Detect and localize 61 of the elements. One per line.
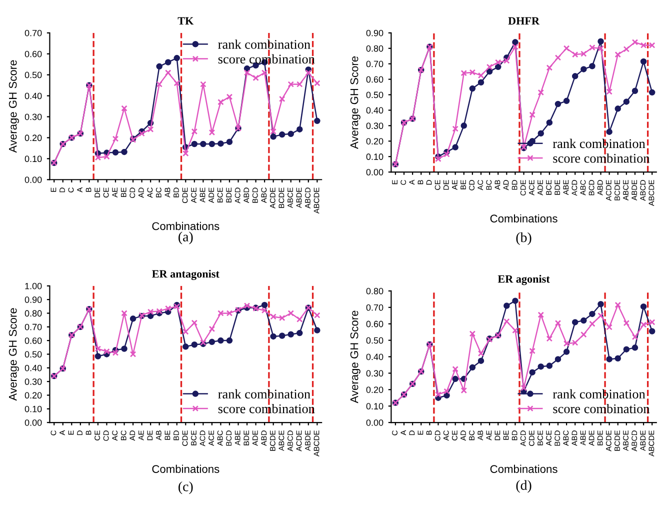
text: (b) <box>516 232 532 246</box>
legend-label: score combination <box>553 153 650 163</box>
y-tick-label: 0.00 <box>366 419 384 426</box>
y-tick-label: 0.80 <box>366 45 384 52</box>
y-tick-label: 0.20 <box>366 138 384 144</box>
legend-label: rank combination <box>552 138 646 148</box>
x-axis-title: Combinations <box>152 464 220 473</box>
chart-title: ER antagonist <box>152 270 220 280</box>
legend-label: score combination <box>553 404 650 414</box>
y-axis-title: Average GH Score <box>350 56 360 149</box>
y-tick-label: 0.40 <box>366 354 384 360</box>
y-tick-label: 0.50 <box>366 337 384 344</box>
x-axis-title: Combinations <box>490 464 558 473</box>
y-tick-label: 0.60 <box>366 320 384 328</box>
chart-title: DHFR <box>508 17 540 25</box>
y-tick-label: 0.60 <box>24 338 42 344</box>
y-axis-title: Average GH Score <box>350 310 360 404</box>
y-tick-label: 0.70 <box>366 304 384 311</box>
y-tick-label: 0.10 <box>24 406 42 412</box>
y-tick-label: 0.80 <box>366 288 384 294</box>
y-tick-label: 0.60 <box>24 50 42 58</box>
legend-label: score combination <box>218 54 315 64</box>
y-tick-label: 0.10 <box>366 154 384 160</box>
text: (a) <box>178 232 193 244</box>
x-axis-title: Combinations <box>152 222 220 230</box>
y-tick-label: 0.00 <box>24 419 42 426</box>
y-tick-label: 1.00 <box>25 282 42 290</box>
y-tick-label: 0.50 <box>366 92 384 98</box>
y-tick-label: 0.00 <box>366 169 384 176</box>
x-axis-title: Combinations <box>490 214 558 222</box>
y-tick-label: 0.20 <box>24 392 42 399</box>
y-tick-label: 0.00 <box>24 176 42 183</box>
y-tick-label: 0.30 <box>366 122 384 130</box>
y-tick-label: 0.70 <box>24 30 42 36</box>
y-tick-label: 0.90 <box>366 30 384 36</box>
y-tick-label: 0.50 <box>24 351 42 358</box>
y-tick-label: 0.30 <box>24 114 42 120</box>
y-tick-label: 0.40 <box>366 107 384 114</box>
text: (c) <box>178 481 193 494</box>
y-tick-label: 0.80 <box>24 310 42 317</box>
chart-title: TK <box>178 17 194 25</box>
y-axis-title: Average GH Score <box>8 60 19 153</box>
text: (d) <box>516 480 532 493</box>
y-tick-label: 0.60 <box>366 76 384 83</box>
chart-title: ER agonist <box>498 274 550 286</box>
y-tick-label: 0.70 <box>24 324 42 330</box>
y-tick-label: 0.40 <box>24 92 42 100</box>
legend-label: rank combination <box>552 389 646 399</box>
y-tick-label: 0.90 <box>24 296 42 303</box>
y-tick-label: 0.40 <box>24 364 42 372</box>
y-tick-label: 0.70 <box>366 60 384 68</box>
y-tick-label: 0.20 <box>366 386 384 393</box>
y-tick-label: 0.20 <box>24 134 42 142</box>
y-tick-label: 0.30 <box>24 378 42 385</box>
legend-label: rank combination <box>218 389 310 399</box>
legend-label: score combination <box>218 404 315 414</box>
y-axis-title: Average GH Score <box>8 308 19 401</box>
y-tick-label: 0.10 <box>366 403 384 410</box>
y-tick-label: 0.30 <box>366 370 384 377</box>
y-tick-label: 0.10 <box>24 156 42 162</box>
y-tick-label: 0.50 <box>24 72 42 78</box>
